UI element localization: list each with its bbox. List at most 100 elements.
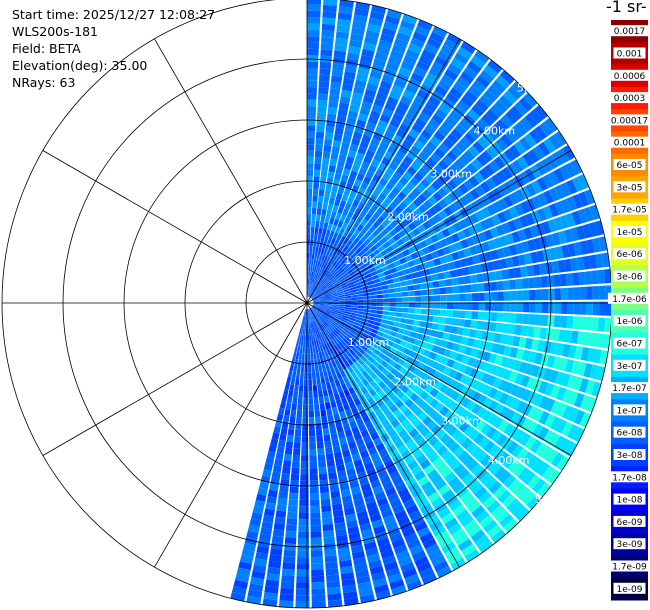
ray-gate (379, 323, 387, 329)
ray-gate (338, 322, 346, 328)
ray-gate (322, 517, 333, 525)
ray-gate (479, 361, 488, 372)
ray-gate (448, 476, 461, 489)
ray-gate (318, 80, 330, 88)
ray-gate (567, 424, 579, 440)
ray-gate (480, 181, 491, 194)
ray-gate (299, 327, 302, 335)
ray-gate (586, 301, 593, 316)
ray-gate (394, 224, 403, 233)
ray-gate (527, 405, 539, 420)
ray-gate (376, 345, 384, 352)
ray-gate (385, 324, 393, 331)
ray-gate (432, 191, 443, 202)
ray-gate (426, 184, 437, 195)
ray-gate (382, 385, 391, 394)
ray-gate (479, 94, 493, 108)
ray-gate (469, 213, 480, 224)
ray-gate (340, 443, 349, 452)
ray-gate (350, 294, 358, 298)
ray-gate (307, 0, 322, 5)
ray-gate (355, 465, 366, 474)
ray-gate (481, 331, 489, 341)
ray-gate (434, 147, 446, 159)
ray-gate (338, 296, 345, 300)
ray-gate (361, 48, 375, 58)
ray-gate (337, 324, 344, 330)
ray-gate (281, 568, 295, 576)
ray-gate (391, 272, 399, 279)
ray-gate (304, 309, 306, 316)
ray-gate (317, 339, 322, 346)
ray-gate (480, 262, 489, 273)
colorbar-tick-bg (613, 404, 646, 416)
ray-gate (400, 353, 409, 361)
ray-gate (387, 191, 397, 201)
ray-gate (514, 324, 522, 336)
ray-gate (487, 524, 502, 539)
ray-gate (371, 5, 387, 15)
ray-gate (331, 296, 339, 299)
ray-gate (314, 346, 319, 353)
ray-gate (394, 317, 402, 323)
ray-gate (438, 316, 446, 324)
ray-gate (453, 417, 465, 429)
ray-gate (354, 368, 362, 376)
ray-gate (381, 285, 389, 290)
ray-gate (392, 277, 400, 283)
ray-gate (341, 417, 349, 425)
ray-gate (346, 468, 356, 477)
ray-gate (267, 450, 276, 459)
ray-gate (280, 427, 288, 435)
ray-gate (310, 315, 314, 322)
ray-gate (483, 440, 495, 453)
ray-gate (479, 70, 495, 84)
ray-gate (448, 243, 457, 253)
ray-gate (503, 423, 515, 436)
ray-gate (313, 259, 317, 266)
ray-gate (523, 92, 538, 108)
ray-gate (447, 522, 462, 536)
ray-gate (580, 301, 587, 315)
ray-gate (307, 214, 312, 221)
ray-gate (324, 235, 329, 243)
ray-gate (483, 229, 493, 241)
ray-gate (557, 230, 567, 245)
ray-gate (336, 464, 346, 472)
ray-gate (308, 328, 311, 335)
ray-gate (468, 85, 482, 98)
ray-gate (499, 513, 514, 528)
ray-gate (320, 275, 325, 282)
ray-gate (383, 408, 393, 418)
ray-gate (455, 268, 464, 277)
ray-gate (416, 182, 426, 193)
ray-gate (396, 333, 404, 340)
ray-gate (386, 372, 395, 381)
ray-gate (305, 315, 307, 322)
ray-gate (331, 308, 339, 312)
ray-gate (393, 409, 403, 419)
ray-gate (420, 442, 432, 454)
ray-gate (370, 302, 377, 306)
ray-gate (537, 192, 548, 207)
ray-gate (332, 503, 343, 512)
colorbar-tick-bg (607, 203, 650, 215)
ray-gate (495, 119, 509, 133)
ray-gate (349, 420, 358, 429)
ray-gate (322, 4, 337, 13)
ray-gate (295, 595, 310, 602)
ray-gate (334, 127, 344, 136)
ray-gate (456, 327, 464, 336)
ray-gate (342, 337, 349, 344)
ray-gate (313, 397, 319, 405)
ray-gate (389, 302, 396, 307)
ray-gate (555, 343, 565, 356)
ray-gate (325, 402, 331, 410)
ray-gate (316, 290, 323, 296)
colorbar-tick-label: 6e-07 (617, 340, 643, 350)
ray-gate (347, 319, 355, 324)
ray-gate (329, 158, 338, 167)
ray-gate (332, 509, 344, 518)
ray-gate (311, 306, 318, 312)
ray-gate (340, 89, 352, 98)
